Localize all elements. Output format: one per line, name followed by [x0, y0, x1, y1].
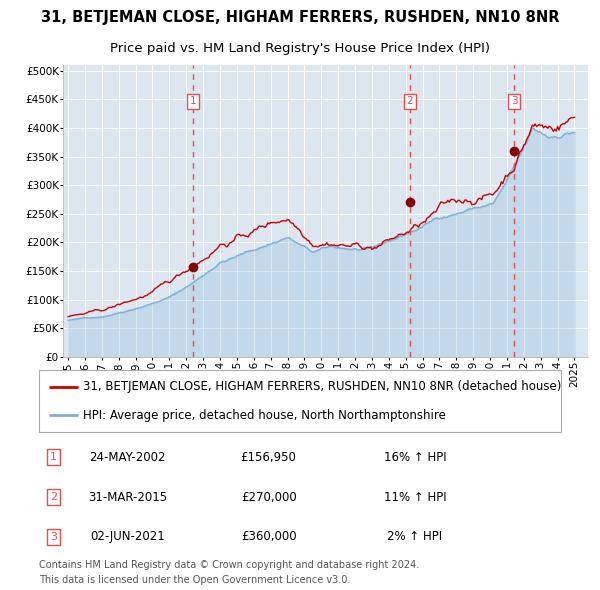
Text: 02-JUN-2021: 02-JUN-2021: [91, 530, 165, 543]
Text: This data is licensed under the Open Government Licence v3.0.: This data is licensed under the Open Gov…: [39, 575, 350, 585]
Text: Price paid vs. HM Land Registry's House Price Index (HPI): Price paid vs. HM Land Registry's House …: [110, 42, 490, 55]
Text: 3: 3: [511, 96, 517, 106]
Text: HPI: Average price, detached house, North Northamptonshire: HPI: Average price, detached house, Nort…: [83, 409, 446, 422]
Text: 1: 1: [50, 452, 57, 462]
Text: 1: 1: [190, 96, 196, 106]
Text: 16% ↑ HPI: 16% ↑ HPI: [383, 451, 446, 464]
Text: 31-MAR-2015: 31-MAR-2015: [88, 490, 167, 504]
Text: 31, BETJEMAN CLOSE, HIGHAM FERRERS, RUSHDEN, NN10 8NR: 31, BETJEMAN CLOSE, HIGHAM FERRERS, RUSH…: [41, 10, 559, 25]
Text: £270,000: £270,000: [241, 490, 296, 504]
Text: 2% ↑ HPI: 2% ↑ HPI: [387, 530, 442, 543]
Text: 3: 3: [50, 532, 57, 542]
Text: 24-MAY-2002: 24-MAY-2002: [89, 451, 166, 464]
Text: 31, BETJEMAN CLOSE, HIGHAM FERRERS, RUSHDEN, NN10 8NR (detached house): 31, BETJEMAN CLOSE, HIGHAM FERRERS, RUSH…: [83, 380, 562, 393]
Text: 2: 2: [50, 492, 57, 502]
Text: 11% ↑ HPI: 11% ↑ HPI: [383, 490, 446, 504]
Text: £360,000: £360,000: [241, 530, 296, 543]
Text: 2: 2: [407, 96, 413, 106]
Text: £156,950: £156,950: [241, 451, 296, 464]
Text: Contains HM Land Registry data © Crown copyright and database right 2024.: Contains HM Land Registry data © Crown c…: [39, 560, 419, 570]
